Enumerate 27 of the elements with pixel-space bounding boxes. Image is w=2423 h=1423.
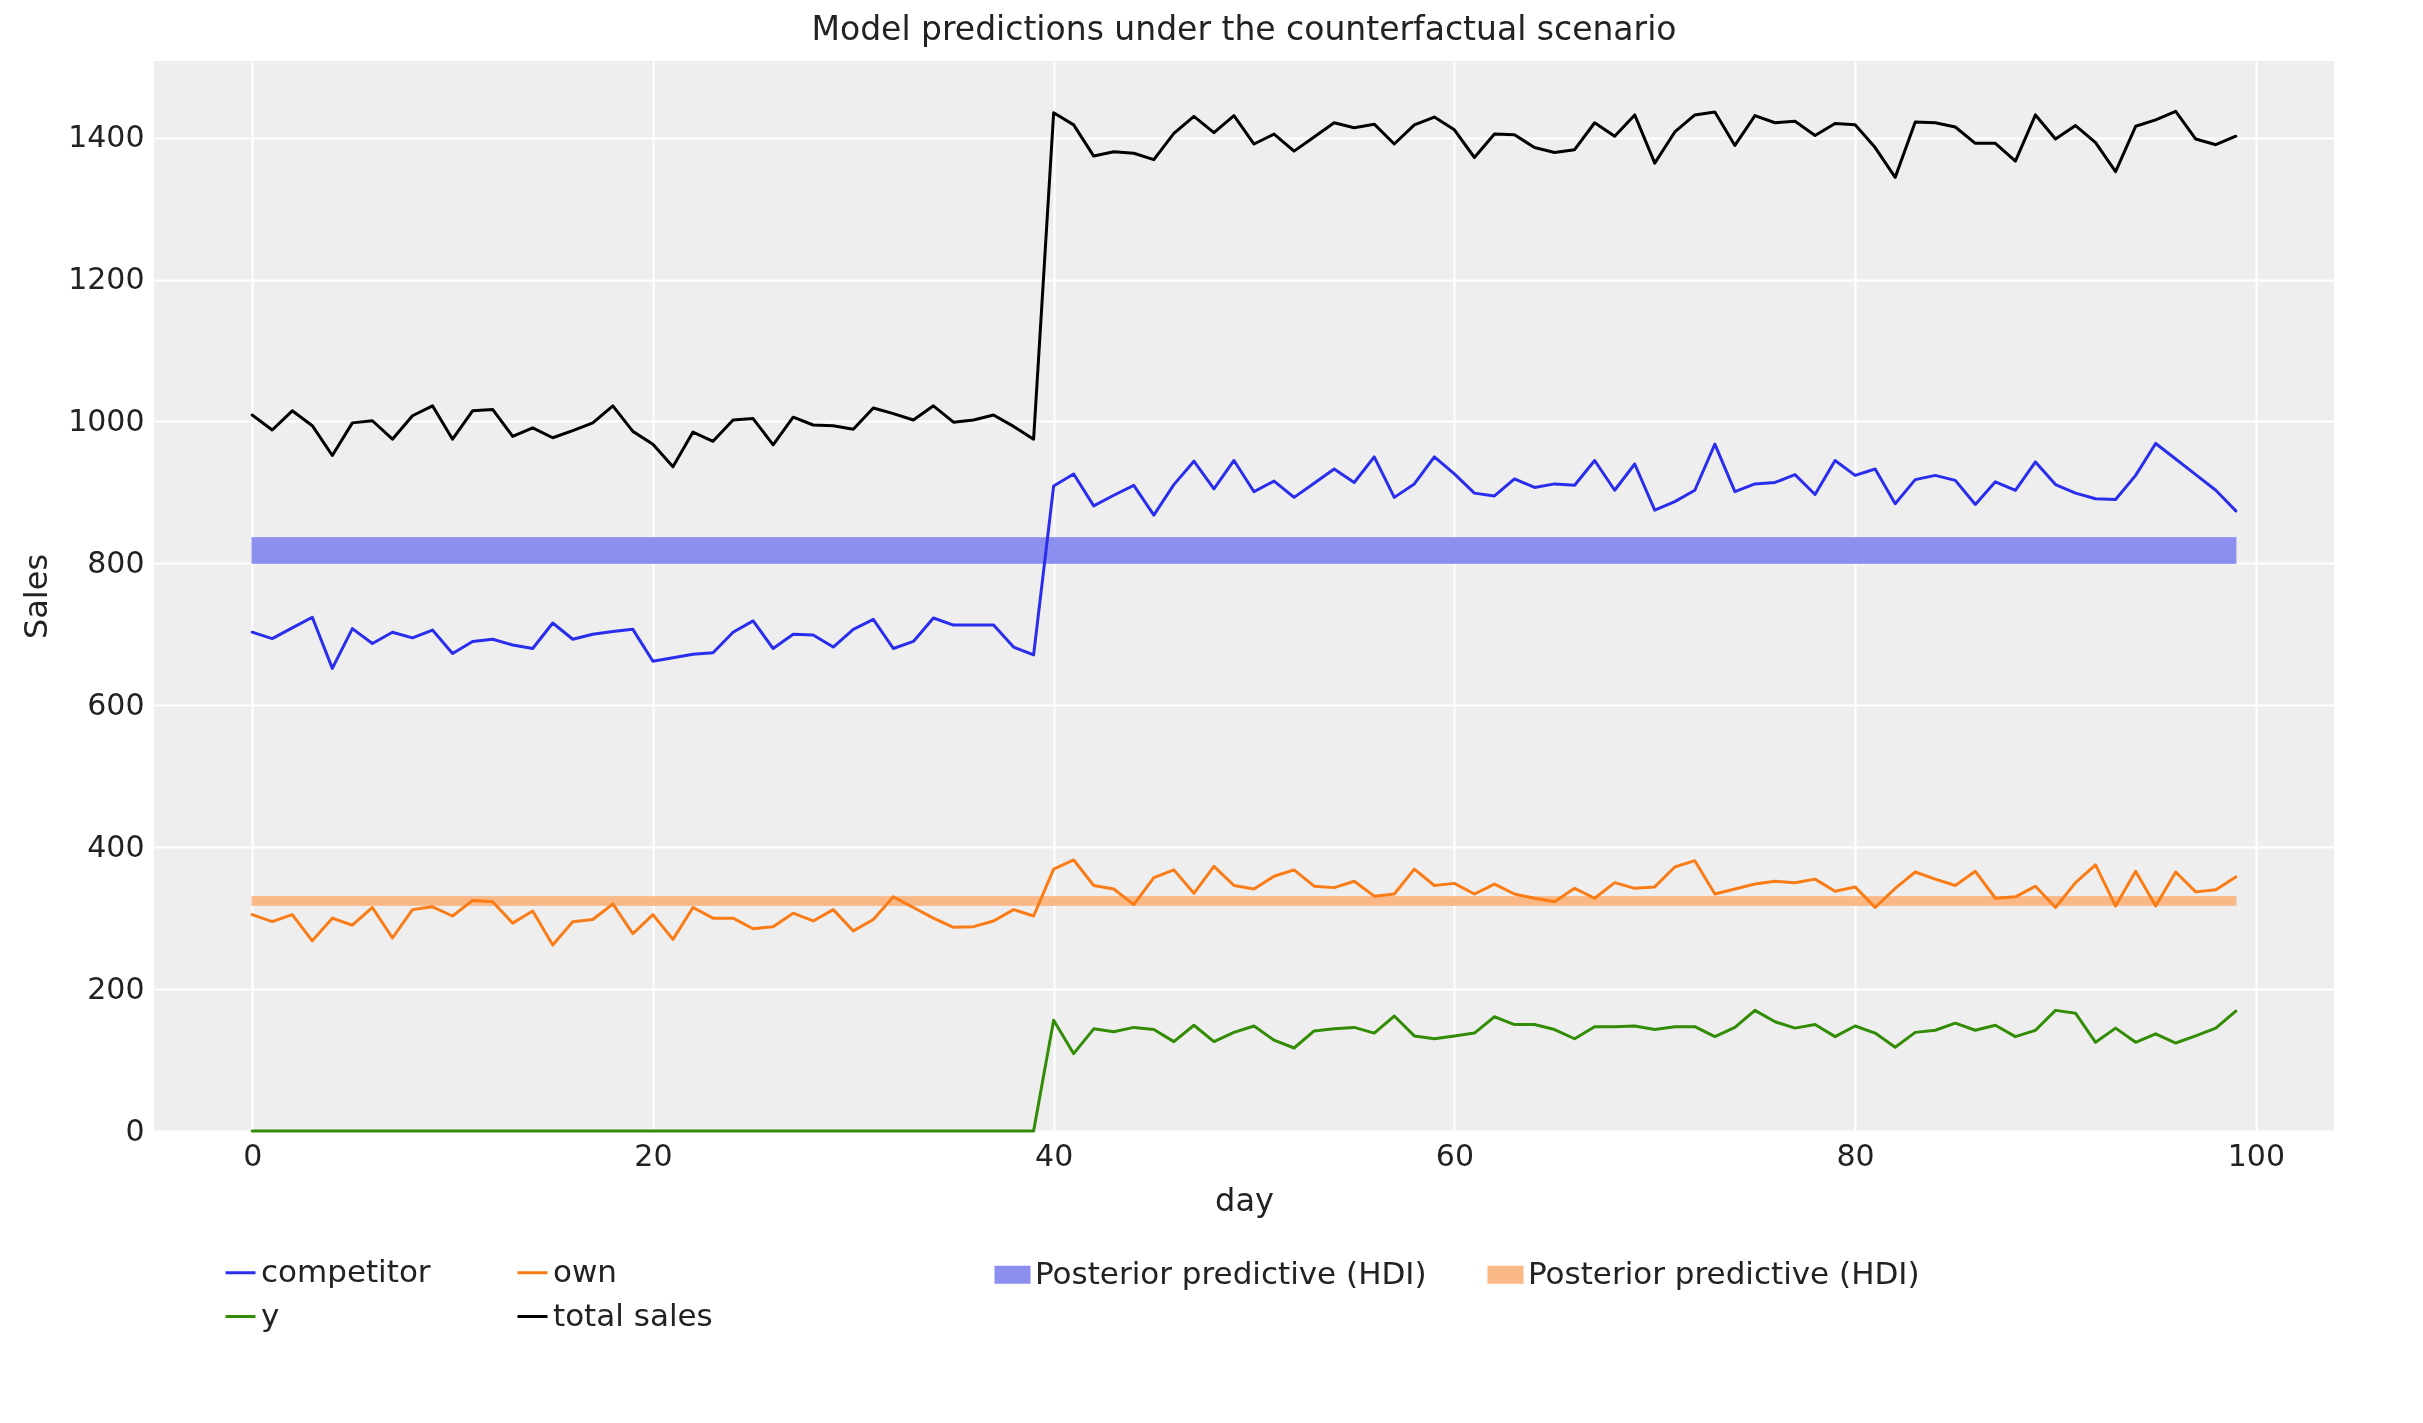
x-tick-label: 80 [1836,1137,1875,1173]
line-series [250,441,2238,670]
y-tick-label: 800 [87,544,145,580]
legend-label: Posterior predictive (HDI) [1035,1254,1427,1291]
y-tick-label: 400 [87,828,145,864]
y-tick-label: 600 [87,686,145,722]
line-series [250,858,2238,947]
y-tick-label: 1400 [68,119,145,155]
x-tick-label: 100 [2227,1137,2285,1173]
x-tick-label: 0 [243,1137,263,1173]
x-tick-label: 60 [1435,1137,1474,1173]
y-axis-title: Sales [17,553,56,640]
y-tick-label: 1000 [68,402,145,438]
line-series [250,109,2238,469]
legend-label: Posterior predictive (HDI) [1528,1254,1920,1291]
line-series [250,1008,2238,1133]
y-tick-label: 0 [125,1112,145,1148]
y-tick-label: 1200 [68,261,145,297]
chart-title: Model predictions under the counterfactual scenario [811,9,1677,48]
legend-label: y [261,1296,280,1333]
x-tick-label: 40 [1035,1137,1074,1173]
legend-label: competitor [261,1252,431,1289]
x-axis-title: day [1215,1180,1274,1219]
legend-label: total sales [553,1296,713,1333]
x-tick-label: 20 [634,1137,673,1173]
legend-label: own [553,1252,617,1289]
y-tick-label: 200 [87,970,145,1006]
